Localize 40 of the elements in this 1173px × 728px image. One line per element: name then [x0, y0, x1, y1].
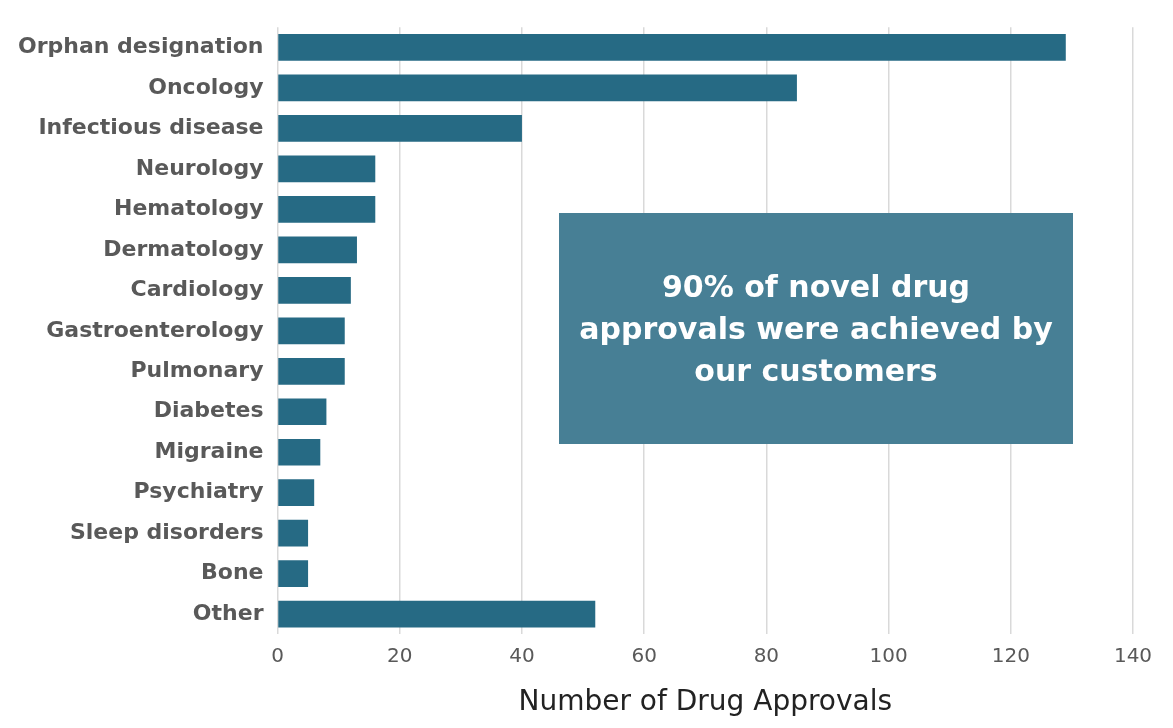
y-tick-label: Orphan designation: [17, 33, 264, 59]
bar: [278, 560, 309, 588]
bar: [278, 155, 376, 183]
bar: [278, 74, 797, 102]
bar: [278, 357, 345, 385]
y-tick-label: Diabetes: [153, 397, 264, 423]
x-axis-title: Number of Drug Approvals: [518, 684, 893, 718]
x-tick-label: 140: [1113, 642, 1153, 667]
y-tick-label: Infectious disease: [38, 114, 264, 140]
y-tick-label: Other: [192, 599, 264, 625]
bar: [278, 34, 1066, 61]
y-tick-label: Sleep disorders: [69, 518, 264, 544]
y-tick-label: Hematology: [114, 195, 264, 221]
y-tick-label: Cardiology: [130, 276, 264, 302]
bar: [278, 519, 309, 547]
y-tick-label: Psychiatry: [133, 478, 264, 504]
x-tick-label: 20: [387, 642, 413, 667]
x-tick-label: 40: [509, 642, 535, 667]
y-tick-label: Neurology: [135, 154, 264, 180]
bar: [278, 115, 522, 142]
y-tick-label: Oncology: [148, 73, 264, 99]
y-tick-label: Dermatology: [103, 235, 264, 261]
bar: [278, 236, 357, 264]
bar: [278, 196, 376, 223]
x-tick-label: 120: [991, 642, 1030, 667]
bar: [278, 600, 596, 628]
x-tick-label: 0: [271, 642, 284, 667]
bar: [278, 479, 315, 507]
bar: [278, 276, 351, 304]
bar: [278, 398, 327, 426]
bar: [278, 438, 321, 466]
x-tick-label: 80: [753, 642, 780, 667]
bar: [278, 317, 345, 345]
y-tick-label: Pulmonary: [130, 357, 264, 382]
y-tick-label: Bone: [201, 559, 264, 585]
x-tick-label: 60: [631, 642, 657, 667]
y-tick-label: Migraine: [154, 437, 264, 463]
x-tick-label: 100: [869, 642, 908, 667]
callout-box: 90% of novel drug approvals were achieved by our customers: [559, 213, 1073, 444]
y-tick-label: Gastroenterology: [46, 316, 264, 342]
